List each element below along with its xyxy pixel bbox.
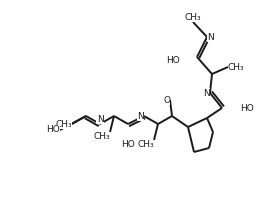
Text: CH₃: CH₃ [137,140,154,149]
Text: CH₃: CH₃ [185,13,201,22]
Text: HO: HO [46,125,60,135]
Text: HO: HO [121,140,135,149]
Text: O: O [163,95,170,104]
Text: CH₃: CH₃ [55,119,72,128]
Text: N: N [203,89,210,98]
Text: N: N [207,33,214,42]
Text: HO: HO [166,55,180,64]
Text: N: N [137,111,144,120]
Text: HO: HO [240,104,254,113]
Text: CH₃: CH₃ [93,132,110,141]
Text: CH₃: CH₃ [228,62,245,71]
Text: N: N [97,115,103,124]
